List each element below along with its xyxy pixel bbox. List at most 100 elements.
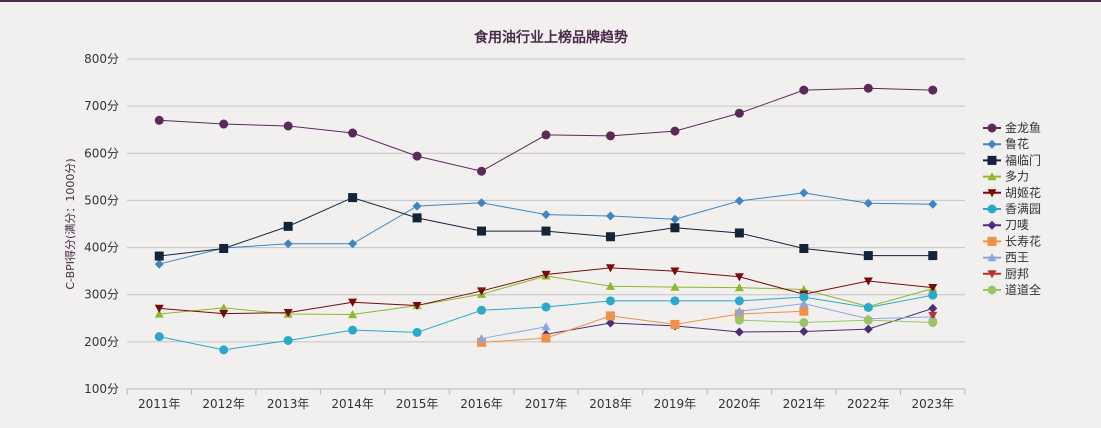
data-point — [154, 304, 164, 313]
x-tick-label: 2014年 — [331, 397, 374, 411]
data-point — [412, 327, 422, 337]
data-point — [799, 299, 809, 308]
data-point — [477, 226, 487, 236]
data-point — [605, 264, 615, 273]
y-tick-label: 400分 — [84, 241, 119, 255]
data-point — [348, 310, 358, 319]
data-point — [863, 83, 873, 93]
data-point — [987, 155, 997, 165]
data-point — [734, 228, 744, 238]
y-tick-label: 500分 — [84, 193, 119, 207]
data-point — [863, 302, 873, 312]
x-tick-label: 2012年 — [202, 397, 245, 411]
x-tick-label: 2023年 — [911, 397, 954, 411]
data-point — [412, 201, 422, 211]
data-point — [928, 284, 938, 293]
data-point — [670, 214, 680, 224]
x-tick-label: 2022年 — [847, 397, 890, 411]
data-point — [219, 244, 229, 254]
data-point — [799, 292, 809, 302]
data-point — [928, 303, 938, 313]
legend-label: 胡姬花 — [1005, 185, 1041, 200]
series-line — [481, 310, 804, 343]
x-tick-label: 2021年 — [783, 397, 826, 411]
legend-item: 长寿花 — [983, 233, 1041, 248]
data-point — [863, 251, 873, 261]
data-point — [863, 277, 873, 286]
legend-item: 鲁花 — [983, 136, 1029, 151]
data-point — [477, 334, 487, 343]
y-tick-label: 600分 — [84, 146, 119, 160]
data-point — [799, 318, 809, 328]
data-point — [928, 251, 938, 261]
data-point — [863, 324, 873, 334]
series-2 — [154, 193, 938, 261]
data-point — [605, 318, 615, 328]
data-point — [541, 226, 551, 236]
legend-item: 西王 — [983, 251, 1029, 265]
data-point — [670, 223, 680, 233]
legend-item: 厨邦 — [983, 267, 1029, 281]
data-point — [670, 126, 680, 136]
data-point — [283, 221, 293, 231]
series-6 — [541, 303, 938, 339]
data-point — [734, 315, 744, 325]
data-point — [670, 319, 680, 329]
data-point — [154, 309, 164, 318]
y-tick-label: 100分 — [84, 382, 119, 396]
data-point — [348, 128, 358, 138]
data-point — [605, 211, 615, 221]
legend-label: 厨邦 — [1005, 267, 1029, 281]
series-10 — [734, 315, 938, 328]
data-point — [219, 119, 229, 129]
y-tick-label: 800分 — [84, 52, 119, 66]
x-tick-label: 2016年 — [460, 397, 503, 411]
legend-label: 刀唛 — [1005, 218, 1029, 232]
legend-item: 多力 — [983, 170, 1029, 184]
data-point — [928, 318, 938, 328]
legend-label: 西王 — [1005, 251, 1029, 265]
data-point — [987, 285, 997, 295]
data-point — [987, 220, 997, 230]
data-point — [477, 166, 487, 176]
series-9 — [928, 311, 938, 320]
legend-label: 长寿花 — [1005, 233, 1041, 248]
data-point — [734, 283, 744, 292]
data-point — [987, 123, 997, 133]
series-5 — [154, 290, 938, 355]
data-point — [987, 270, 997, 279]
data-point — [219, 345, 229, 355]
data-point — [734, 306, 744, 315]
legend-label: 香满园 — [1005, 202, 1041, 216]
data-point — [734, 273, 744, 282]
data-point — [477, 198, 487, 208]
legend-label: 道道全 — [1005, 282, 1041, 297]
data-point — [605, 296, 615, 306]
legend-item: 香满园 — [983, 202, 1041, 216]
data-point — [987, 253, 997, 262]
x-tick-label: 2011年 — [138, 397, 181, 411]
data-point — [348, 325, 358, 335]
legend-label: 福临门 — [1005, 152, 1041, 167]
data-point — [348, 239, 358, 249]
x-tick-label: 2020年 — [718, 397, 761, 411]
series-line — [159, 87, 933, 172]
legend-label: 鲁花 — [1005, 136, 1029, 151]
y-axis-label: C-BPI得分(满分：1000分) — [64, 158, 77, 289]
x-tick-label: 2018年 — [589, 397, 632, 411]
y-tick-label: 200分 — [84, 335, 119, 349]
data-point — [734, 327, 744, 337]
legend-item: 金龙鱼 — [983, 120, 1041, 135]
data-point — [154, 332, 164, 342]
legend-item: 胡姬花 — [983, 185, 1041, 200]
data-point — [283, 121, 293, 131]
data-point — [799, 188, 809, 198]
data-point — [477, 287, 487, 296]
data-point — [605, 281, 615, 290]
series-7 — [477, 306, 809, 347]
data-point — [541, 333, 551, 343]
series-0 — [154, 83, 938, 176]
data-point — [154, 115, 164, 125]
legend-label: 金龙鱼 — [1005, 120, 1041, 135]
